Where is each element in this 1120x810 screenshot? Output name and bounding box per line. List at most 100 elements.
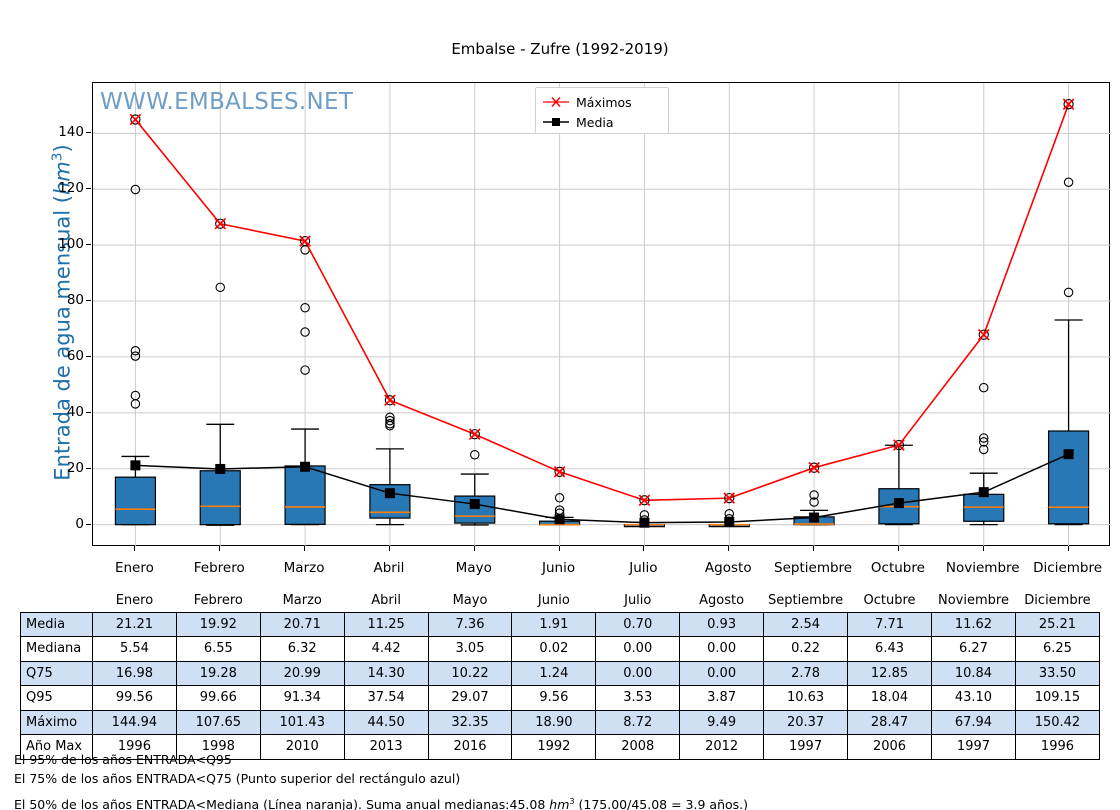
table-header-enero: Enero [92, 590, 177, 612]
table-cell: 11.62 [930, 611, 1016, 637]
table-cell: 99.66 [175, 685, 261, 711]
table-cell: 6.55 [175, 636, 261, 662]
footnote-mediana-part1: El 50% de los años ENTRADA<Mediana (Líne… [14, 797, 550, 810]
x-tick-label-diciembre: Diciembre [1033, 560, 1103, 576]
table-header-agosto: Agosto [679, 590, 764, 612]
table-row-label: Máximo [20, 709, 93, 735]
table-cell: 9.49 [679, 709, 765, 735]
table-cell: 1997 [930, 734, 1016, 760]
table-cell: 1.24 [511, 660, 597, 686]
table-cell: 12.85 [847, 660, 932, 686]
footnote-mediana: El 50% de los años ENTRADA<Mediana (Líne… [14, 792, 1104, 810]
x-tick-label-septiembre: Septiembre [774, 560, 853, 576]
legend-label-maximos: Máximos [576, 94, 632, 110]
table-cell: 37.54 [343, 685, 429, 711]
x-tick-mark [813, 546, 815, 551]
x-tick-mark [897, 546, 899, 551]
table-cell: 2016 [427, 734, 513, 760]
x-tick-label-mayo: Mayo [455, 560, 492, 576]
table-corner-header [20, 590, 93, 612]
x-tick-label-febrero: Febrero [193, 560, 245, 576]
chart-svg [93, 83, 1111, 547]
legend-item-maximos: Máximos [542, 92, 662, 112]
table-cell: 43.10 [930, 685, 1016, 711]
x-tick-mark [388, 546, 390, 551]
table-cell: 1996 [91, 734, 177, 760]
table-cell: 7.36 [427, 611, 513, 637]
table-cell: 9.56 [511, 685, 597, 711]
x-tick-label-noviembre: Noviembre [945, 560, 1020, 576]
y-axis-label-suffix: ) [50, 144, 75, 153]
maximos-marker-ring [724, 492, 735, 504]
x-tick-label-junio: Junio [542, 560, 576, 576]
table-cell: 150.42 [1014, 709, 1101, 735]
table-row-label: Media [20, 611, 93, 637]
table-cell: 1997 [763, 734, 849, 760]
table-cell: 33.50 [1014, 660, 1101, 686]
y-tick-label: 20 [66, 459, 84, 476]
table-row: Q75 16.98 19.28 20.99 14.30 10.22 1.24 0.00 0.00… [20, 660, 1101, 686]
y-tick-mark [86, 411, 91, 413]
table-header-febrero: Febrero [176, 590, 261, 612]
maximos-line-icon [543, 97, 569, 107]
boxplot-noviembre [963, 382, 1005, 526]
x-tick-label-julio: Julio [629, 560, 658, 576]
table-row: Mediana 5.54 6.55 6.32 4.42 3.05 0.02 0.00 0.00 0… [20, 636, 1101, 662]
table-header-diciembre: Diciembre [1015, 590, 1100, 612]
maximos-line [134, 103, 1070, 502]
media-line [135, 453, 1069, 524]
media-marker [554, 514, 565, 525]
media-marker [724, 517, 735, 528]
table-cell: 3.53 [595, 685, 681, 711]
x-tick-label-agosto: Agosto [704, 560, 752, 576]
table-cell: 16.98 [91, 660, 177, 686]
table-row: Q95 99.56 99.66 91.34 37.54 29.07 9.56 3.53 3.87… [20, 685, 1101, 711]
media-marker [978, 487, 989, 498]
table-cell: 10.63 [763, 685, 849, 711]
x-tick-mark [473, 546, 475, 551]
statistics-table: Enero Febrero Marzo Abril Mayo Junio Julio Agos… [20, 590, 1101, 760]
boxplot-febrero [199, 282, 241, 526]
maximos-marker-ring [384, 395, 396, 406]
table-cell: 2.78 [763, 660, 849, 686]
table-row-label: Q95 [20, 685, 93, 711]
table-header-mayo: Mayo [428, 590, 512, 612]
table-cell: 32.35 [427, 709, 513, 735]
maximos-marker-ring [893, 439, 905, 451]
x-tick-mark [643, 546, 645, 551]
table-cell: 3.87 [679, 685, 765, 711]
table-row: Año Max 1996 1998 2010 2013 2016 1992 2008 2012 1… [20, 734, 1101, 760]
table-cell: 0.00 [595, 636, 681, 662]
table-cell: 18.04 [847, 685, 932, 711]
table-row: Media 21.21 19.92 20.71 11.25 7.36 1.91 0.70 0.9… [20, 611, 1101, 637]
table-cell: 10.84 [930, 660, 1016, 686]
maximos-marker-ring [299, 235, 311, 247]
x-tick-mark [304, 546, 306, 551]
table-cell: 109.15 [1014, 685, 1101, 711]
table-cell: 3.05 [427, 636, 513, 662]
boxplot-marzo [284, 245, 326, 526]
y-tick-mark [86, 355, 91, 357]
table-cell: 10.22 [427, 660, 513, 686]
x-tick-mark [558, 546, 560, 551]
table-cell: 4.42 [343, 636, 429, 662]
maximos-marker-ring [808, 462, 820, 473]
boxplot-enero [114, 184, 157, 526]
table-row-label: Año Max [20, 734, 93, 760]
table-cell: 5.54 [91, 636, 177, 662]
table-cell: 7.71 [847, 611, 932, 637]
y-tick-label: 60 [66, 347, 84, 364]
table-cell: 107.65 [175, 709, 261, 735]
maximos-marker-ring [639, 495, 650, 506]
table-cell: 0.00 [595, 660, 681, 686]
media-marker [639, 517, 650, 528]
media-marker [893, 498, 904, 509]
table-cell: 91.34 [259, 685, 345, 711]
boxplot-octubre [878, 444, 920, 526]
y-tick-mark [86, 244, 91, 246]
chart-legend: Máximos Media [535, 87, 669, 134]
watermark: WWW.EMBALSES.NET [100, 89, 354, 115]
y-tick-label: 80 [66, 292, 84, 309]
table-cell: 2008 [595, 734, 681, 760]
maximos-marker-ring [554, 466, 565, 477]
